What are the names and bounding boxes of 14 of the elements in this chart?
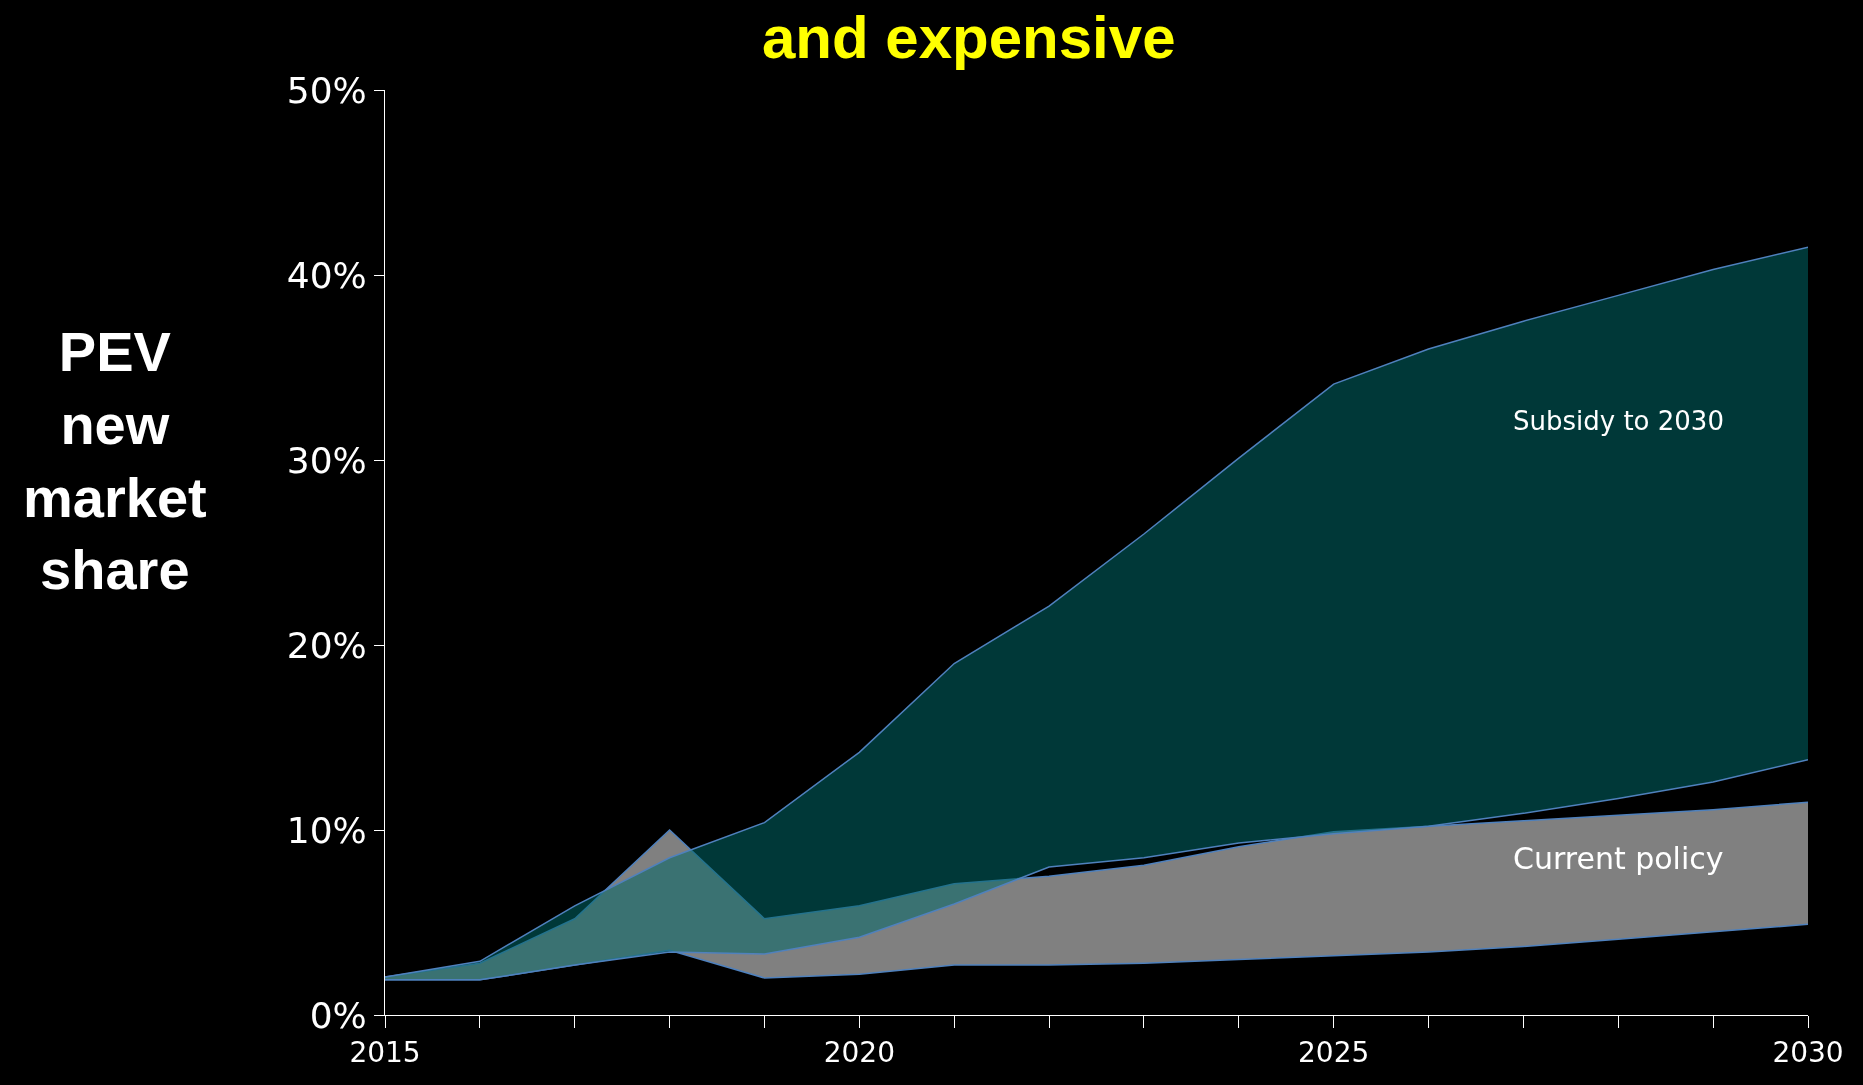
x-tick-label: 2015 — [349, 1035, 421, 1069]
x-tick-label: 2025 — [1298, 1035, 1370, 1069]
x-tick-label: 2030 — [1772, 1035, 1844, 1069]
x-tick-label: 2020 — [823, 1035, 895, 1069]
y-tick-label: 30% — [286, 439, 367, 481]
y-axis-title: PEV new market share — [23, 320, 207, 602]
series-label: Current policy — [1513, 841, 1724, 876]
series-label: Subsidy to 2030 — [1513, 406, 1724, 436]
y-tick-label: 0% — [309, 994, 367, 1036]
y-tick-label: 10% — [286, 809, 367, 851]
y-tick-label: 20% — [286, 624, 367, 666]
y-tick-label: 40% — [286, 254, 367, 296]
y-tick-label: 50% — [286, 69, 367, 111]
chart-title: and expensive — [761, 4, 1176, 72]
